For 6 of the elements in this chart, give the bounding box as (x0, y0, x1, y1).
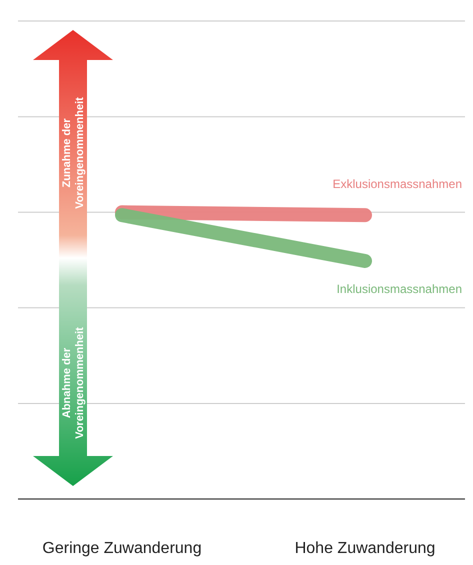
x-tick-label: Geringe Zuwanderung (42, 540, 202, 557)
series-label: Exklusionsmassnahmen (332, 177, 462, 192)
x-tick-label: Hohe Zuwanderung (294, 540, 436, 557)
text: Zunahme der Voreingenommenheit (61, 96, 86, 209)
text: Inklusionsmassnahmen (336, 282, 462, 296)
annotation: Abnahme der Voreingenommenheit (61, 326, 86, 439)
